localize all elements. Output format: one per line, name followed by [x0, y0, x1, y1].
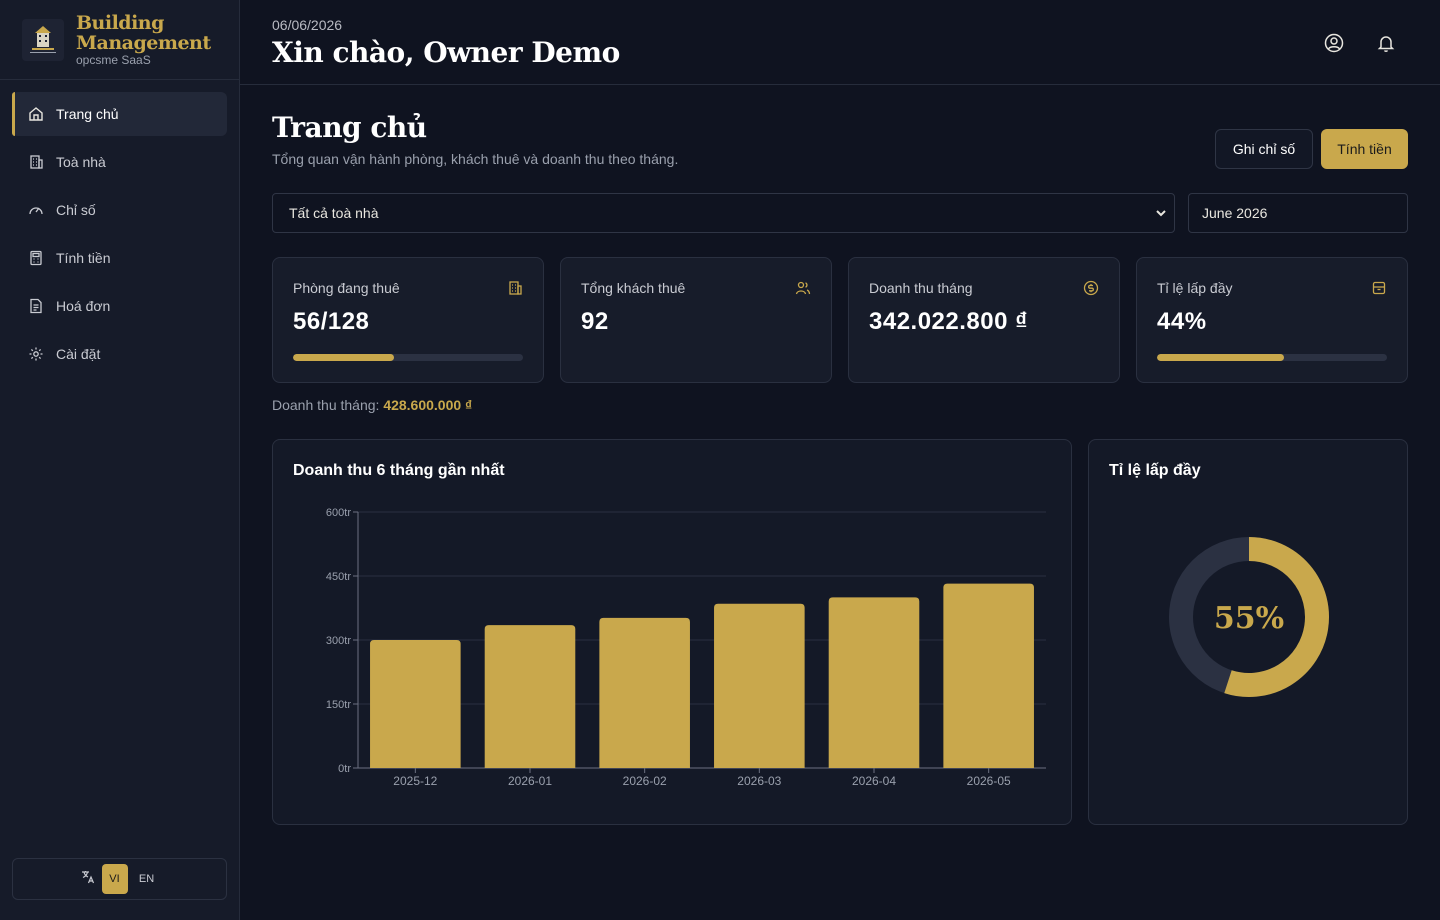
stat-card-monthly-revenue: Doanh thu tháng 342.022.800 ₫ [848, 257, 1120, 383]
month-value: June 2026 [1202, 205, 1268, 221]
x-tick-label: 2026-05 [967, 774, 1011, 788]
greeting: Xin chào, Owner Demo [272, 36, 620, 69]
revenue-note-label: Doanh thu tháng: [272, 397, 380, 413]
sidebar: Building Management opcsme SaaS Trang ch… [0, 0, 240, 920]
bar [370, 640, 461, 768]
sidebar-item-buildings[interactable]: Toà nhà [12, 140, 227, 184]
users-icon [795, 280, 811, 296]
dollar-icon [1083, 280, 1099, 296]
brand[interactable]: Building Management opcsme SaaS [0, 0, 239, 80]
stat-card-tenants: Tổng khách thuê 92 [560, 257, 832, 383]
user-icon[interactable] [1323, 32, 1345, 54]
y-tick-label: 600tr [326, 507, 351, 519]
occupancy-donut-chart: 55% [1169, 537, 1329, 697]
page-subtitle: Tổng quan vận hành phòng, khách thuê và … [272, 151, 679, 167]
calculate-bill-button[interactable]: Tính tiền [1321, 129, 1408, 169]
brand-subtitle: opcsme SaaS [76, 52, 151, 67]
x-tick-label: 2026-03 [737, 774, 781, 788]
language-switcher: VI EN [12, 858, 227, 900]
progress-track [293, 354, 523, 361]
sidebar-item-label: Tính tiền [56, 250, 111, 266]
sidebar-item-home[interactable]: Trang chủ [12, 92, 227, 136]
sidebar-item-label: Hoá đơn [56, 298, 111, 314]
gear-icon [28, 346, 44, 362]
stat-label: Tổng khách thuê [581, 280, 686, 296]
stat-card-rented-rooms: Phòng đang thuê 56/128 [272, 257, 544, 383]
lang-vi-button[interactable]: VI [101, 864, 128, 894]
building-select-value: Tất cả toà nhà [289, 205, 379, 221]
stat-value: 92 [581, 308, 609, 335]
archive-icon [1371, 280, 1387, 296]
bar [828, 597, 920, 768]
chart-title: Tỉ lệ lấp đầy [1109, 462, 1201, 479]
sidebar-item-settings[interactable]: Cài đặt [12, 332, 227, 376]
sidebar-item-meter[interactable]: Chỉ số [12, 188, 227, 232]
y-tick-label: 300tr [326, 635, 351, 647]
progress-track [1157, 354, 1387, 361]
home-icon [28, 106, 44, 122]
bar [943, 583, 1034, 768]
lang-en-button[interactable]: EN [138, 873, 155, 885]
stat-value: 44% [1157, 308, 1207, 335]
sidebar-item-invoices[interactable]: Hoá đơn [12, 284, 227, 328]
bar [599, 617, 690, 768]
stat-label: Doanh thu tháng [869, 280, 973, 296]
donut-filled [1224, 537, 1329, 697]
brand-name-line1: Building [76, 11, 164, 34]
progress-fill [293, 354, 394, 361]
stat-value: 342.022.800 ₫ [869, 308, 1028, 335]
calculator-icon [28, 250, 44, 266]
revenue-note-value: 428.600.000 ₫ [383, 397, 473, 413]
brand-name-line2: Management [76, 31, 211, 54]
invoice-icon [28, 298, 44, 314]
building-icon [507, 280, 523, 296]
page-title: Trang chủ [272, 111, 427, 144]
current-date: 06/06/2026 [272, 17, 343, 33]
x-tick-label: 2026-04 [852, 774, 896, 788]
sidebar-item-label: Toà nhà [56, 154, 106, 170]
sidebar-item-label: Trang chủ [56, 106, 119, 122]
bar [714, 603, 805, 768]
record-meter-button[interactable]: Ghi chỉ số [1215, 129, 1313, 169]
building-icon [28, 154, 44, 170]
stat-label: Tỉ lệ lấp đầy [1157, 280, 1233, 296]
stat-value: 56/128 [293, 308, 370, 335]
brand-logo [22, 18, 64, 61]
chart-title: Doanh thu 6 tháng gần nhất [293, 462, 505, 479]
x-tick-label: 2026-01 [508, 774, 552, 788]
y-tick-label: 150tr [326, 699, 351, 711]
sidebar-nav: Trang chủ Toà nhà Chỉ số Tính tiền Hoá đ… [0, 80, 239, 392]
bell-icon[interactable] [1375, 32, 1397, 54]
building-select[interactable]: Tất cả toà nhà [272, 193, 1175, 233]
revenue-bar-chart: 0tr 150tr 300tr 450tr 600tr 2025-12 2026-01 202… [326, 507, 1046, 788]
y-tick-label: 450tr [326, 571, 351, 583]
revenue-note: Doanh thu tháng: 428.600.000 ₫ [272, 397, 472, 413]
donut-center-label: 55% [1214, 601, 1284, 636]
x-tick-label: 2026-02 [623, 774, 667, 788]
stat-card-occupancy: Tỉ lệ lấp đầy 44% [1136, 257, 1408, 383]
sidebar-item-billing[interactable]: Tính tiền [12, 236, 227, 280]
y-tick-label: 0tr [338, 763, 351, 775]
gauge-icon [28, 202, 44, 218]
month-picker[interactable]: June 2026 [1188, 193, 1408, 233]
revenue-chart-panel: Doanh thu 6 tháng gần nhất 0tr 150tr 300tr… [272, 439, 1072, 825]
progress-fill [1157, 354, 1284, 361]
translate-icon [80, 869, 96, 890]
stat-label: Phòng đang thuê [293, 280, 400, 296]
topbar: 06/06/2026 Xin chào, Owner Demo [240, 0, 1440, 85]
sidebar-item-label: Cài đặt [56, 346, 101, 362]
x-tick-label: 2025-12 [393, 774, 437, 788]
occupancy-chart-panel: Tỉ lệ lấp đầy 55% [1088, 439, 1408, 825]
chevron-down-icon [1154, 206, 1168, 223]
sidebar-item-label: Chỉ số [56, 202, 96, 218]
bar [484, 625, 576, 768]
